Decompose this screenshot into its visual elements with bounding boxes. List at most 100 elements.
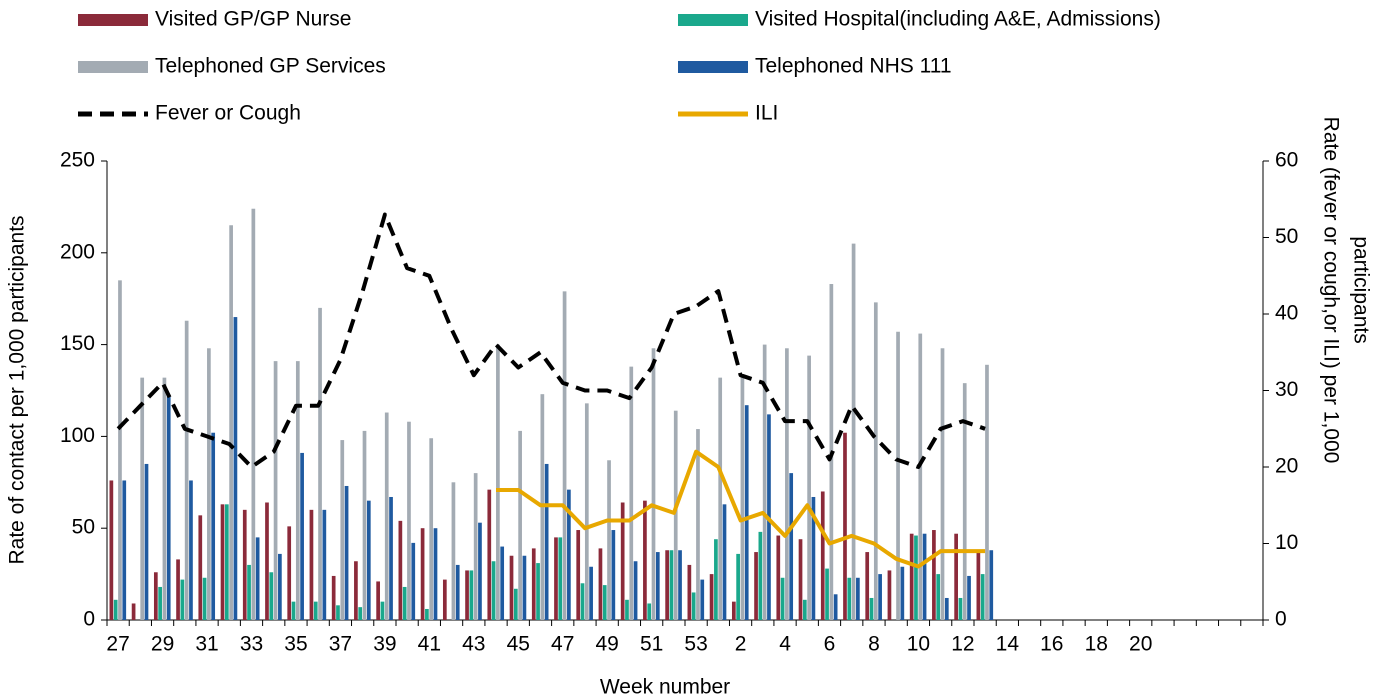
bar — [318, 307, 322, 620]
x-tick-label: 53 — [684, 633, 707, 656]
bar — [242, 509, 247, 620]
bar — [269, 572, 274, 620]
bar — [944, 597, 949, 620]
legend-label: Fever or Cough — [155, 102, 301, 125]
x-tick-label: 37 — [329, 633, 352, 656]
bar — [451, 482, 456, 620]
x-tick-label: 2 — [735, 633, 747, 656]
bar — [509, 555, 514, 620]
y-tick-label: 100 — [60, 424, 95, 447]
bar — [687, 564, 692, 620]
bar — [153, 572, 158, 620]
x-tick-label: 49 — [596, 633, 619, 656]
x-tick-label: 4 — [779, 633, 791, 656]
bar — [220, 504, 225, 620]
bar — [562, 291, 567, 620]
y-tick-label: 0 — [83, 608, 95, 631]
y2-tick-label: 0 — [1275, 608, 1287, 631]
bar — [669, 550, 674, 620]
line — [116, 212, 986, 469]
bar — [811, 496, 816, 620]
bar — [940, 348, 945, 620]
bar — [158, 586, 162, 620]
bar — [278, 553, 282, 620]
bar — [380, 601, 385, 620]
bar — [744, 405, 749, 620]
bar — [189, 480, 193, 620]
bar — [336, 605, 340, 620]
bar — [802, 599, 807, 620]
bar — [691, 592, 696, 620]
y2-tick-label: 40 — [1275, 302, 1298, 325]
bar — [255, 537, 260, 620]
bar — [162, 377, 167, 620]
bar — [914, 535, 918, 620]
bar — [936, 574, 941, 620]
bar — [847, 577, 852, 620]
bar — [643, 500, 647, 620]
bar — [113, 599, 118, 620]
bar — [300, 452, 304, 620]
x-axis-title: Week number — [600, 676, 730, 698]
bar — [576, 530, 581, 620]
bar — [496, 344, 500, 620]
x-tick-label: 43 — [462, 633, 485, 656]
bar — [843, 432, 847, 620]
y-tick-label: 200 — [60, 240, 95, 263]
bar — [731, 601, 736, 620]
bar — [224, 504, 229, 620]
bar — [176, 559, 180, 620]
bar — [358, 607, 363, 620]
bar — [554, 537, 558, 620]
bar — [211, 432, 216, 620]
bar — [989, 550, 994, 620]
bar — [589, 566, 593, 620]
y-tick-label: 250 — [60, 149, 95, 172]
bar — [807, 355, 811, 620]
bar — [344, 485, 349, 620]
bar — [762, 344, 767, 620]
bar — [354, 561, 358, 620]
bar — [647, 603, 652, 620]
bar — [322, 509, 327, 620]
legend-label: Visited GP/GP Nurse — [155, 8, 351, 31]
bar — [265, 502, 269, 620]
y2-tick-label: 10 — [1275, 531, 1298, 554]
x-tick-label: 31 — [195, 633, 218, 656]
y2-axis-title: participants — [1349, 236, 1372, 343]
bar — [198, 515, 203, 620]
bar — [722, 504, 727, 620]
bar — [584, 403, 589, 620]
bar — [789, 473, 794, 620]
x-tick-label: 47 — [551, 633, 574, 656]
bar — [166, 396, 171, 620]
bar — [602, 585, 607, 620]
bar — [455, 564, 460, 620]
bar — [909, 533, 914, 620]
x-tick-label: 51 — [640, 633, 663, 656]
x-tick-label: 10 — [907, 633, 930, 656]
bar — [985, 364, 989, 620]
legend-label: Telephoned NHS 111 — [755, 55, 952, 78]
bar — [233, 317, 238, 620]
bar — [962, 383, 967, 620]
bar — [465, 570, 469, 620]
bar — [140, 377, 145, 620]
bar — [531, 548, 536, 620]
bar — [473, 473, 478, 620]
bar — [718, 377, 723, 620]
bar — [558, 537, 563, 620]
x-tick-label: 35 — [284, 633, 307, 656]
bar — [331, 575, 336, 620]
y2-tick-label: 20 — [1275, 455, 1298, 478]
y-axis-title: Rate of contact per 1,000 participants — [6, 215, 29, 564]
bar — [878, 574, 882, 620]
bar — [180, 579, 185, 620]
x-tick-label: 20 — [1129, 633, 1152, 656]
x-tick-label: 41 — [418, 633, 441, 656]
bar — [500, 546, 505, 620]
x-tick-label: 14 — [996, 633, 1020, 656]
bar — [518, 430, 522, 620]
bar — [398, 520, 403, 620]
